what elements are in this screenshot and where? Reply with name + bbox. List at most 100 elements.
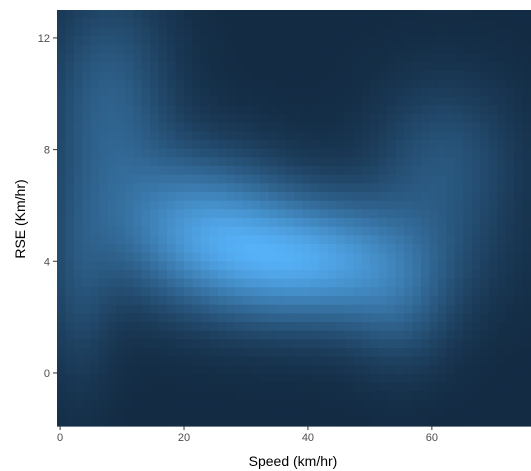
heatmap-cell xyxy=(200,270,210,280)
heatmap-cell xyxy=(150,122,160,132)
heatmap-cell xyxy=(395,235,405,245)
heatmap-cell xyxy=(260,408,270,418)
heatmap-cell xyxy=(488,391,498,401)
heatmap-cell xyxy=(277,122,287,132)
heatmap-cell xyxy=(480,114,490,124)
heatmap-cell xyxy=(57,356,67,366)
heatmap-cell xyxy=(251,391,261,401)
heatmap-cell xyxy=(141,304,151,314)
heatmap-cell xyxy=(57,330,67,340)
heatmap-cell xyxy=(429,417,439,427)
heatmap-cell xyxy=(522,27,531,37)
heatmap-cell xyxy=(387,27,397,37)
heatmap-cell xyxy=(454,382,464,392)
heatmap-cell xyxy=(454,88,464,98)
heatmap-cell xyxy=(277,62,287,72)
heatmap-cell xyxy=(437,270,447,280)
heatmap-cell xyxy=(463,278,473,288)
heatmap-cell xyxy=(141,252,151,262)
heatmap-cell xyxy=(463,218,473,228)
heatmap-cell xyxy=(124,62,134,72)
heatmap-cell xyxy=(344,339,354,349)
heatmap-cell xyxy=(234,148,244,158)
heatmap-cell xyxy=(514,53,524,63)
heatmap-cell xyxy=(90,166,100,176)
heatmap-cell xyxy=(395,348,405,358)
heatmap-cell xyxy=(192,270,202,280)
heatmap-cell xyxy=(437,313,447,323)
heatmap-cell xyxy=(209,44,219,54)
heatmap-cell xyxy=(514,88,524,98)
heatmap-cell xyxy=(471,261,481,271)
heatmap-cell xyxy=(497,330,507,340)
heatmap-cell xyxy=(192,235,202,245)
heatmap-cell xyxy=(251,408,261,418)
heatmap-cell xyxy=(226,114,236,124)
heatmap-cell xyxy=(378,382,388,392)
heatmap-cell xyxy=(217,131,227,141)
heatmap-cell xyxy=(294,70,304,80)
heatmap-cell xyxy=(57,391,67,401)
heatmap-cell xyxy=(251,62,261,72)
heatmap-cell xyxy=(488,209,498,219)
heatmap-cell xyxy=(209,261,219,271)
heatmap-cell xyxy=(454,27,464,37)
heatmap-cell xyxy=(124,36,134,46)
heatmap-cell xyxy=(437,218,447,228)
heatmap-cell xyxy=(116,261,126,271)
heatmap-cell xyxy=(268,114,278,124)
heatmap-cell xyxy=(429,131,439,141)
heatmap-cell xyxy=(437,287,447,297)
heatmap-cell xyxy=(488,36,498,46)
heatmap-cell xyxy=(319,356,329,366)
heatmap-cell xyxy=(480,27,490,37)
heatmap-cell xyxy=(514,322,524,332)
heatmap-cell xyxy=(217,391,227,401)
heatmap-cell xyxy=(420,235,431,245)
heatmap-cell xyxy=(73,278,83,288)
heatmap-cell xyxy=(133,79,143,89)
heatmap-cell xyxy=(454,322,464,332)
heatmap-cell xyxy=(446,114,456,124)
heatmap-cell xyxy=(353,166,363,176)
heatmap-cell xyxy=(395,62,405,72)
heatmap-cell xyxy=(226,374,236,384)
heatmap-cell xyxy=(65,261,75,271)
heatmap-cell xyxy=(463,417,473,427)
heatmap-cell xyxy=(395,53,405,63)
heatmap-cell xyxy=(370,348,380,358)
heatmap-cell xyxy=(175,226,185,236)
heatmap-cell xyxy=(65,304,75,314)
heatmap-cell xyxy=(226,44,236,54)
heatmap-cell xyxy=(200,313,210,323)
heatmap-cell xyxy=(471,114,481,124)
heatmap-cell xyxy=(234,408,244,418)
heatmap-cell xyxy=(251,226,261,236)
heatmap-cell xyxy=(370,330,380,340)
heatmap-cell xyxy=(454,114,464,124)
heatmap-cell xyxy=(378,356,388,366)
heatmap-cell xyxy=(446,10,456,20)
heatmap-cell xyxy=(268,18,278,28)
heatmap-cell xyxy=(200,374,210,384)
heatmap-cell xyxy=(124,304,134,314)
heatmap-cell xyxy=(99,192,109,202)
heatmap-cell xyxy=(175,183,185,193)
heatmap-cell xyxy=(294,140,304,150)
heatmap-cell xyxy=(471,304,481,314)
heatmap-cell xyxy=(73,79,83,89)
heatmap-cell xyxy=(336,287,346,297)
heatmap-cell xyxy=(370,339,380,349)
heatmap-cell xyxy=(310,53,320,63)
heatmap-cell xyxy=(133,27,143,37)
heatmap-cell xyxy=(251,417,261,427)
heatmap-cell xyxy=(65,157,75,167)
heatmap-cell xyxy=(260,244,270,254)
heatmap-cell xyxy=(200,382,210,392)
heatmap-cell xyxy=(420,44,431,54)
heatmap-cell xyxy=(370,140,380,150)
heatmap-cell xyxy=(353,296,363,306)
heatmap-cell xyxy=(370,365,380,375)
heatmap-cell xyxy=(336,270,346,280)
heatmap-cell xyxy=(133,400,143,410)
